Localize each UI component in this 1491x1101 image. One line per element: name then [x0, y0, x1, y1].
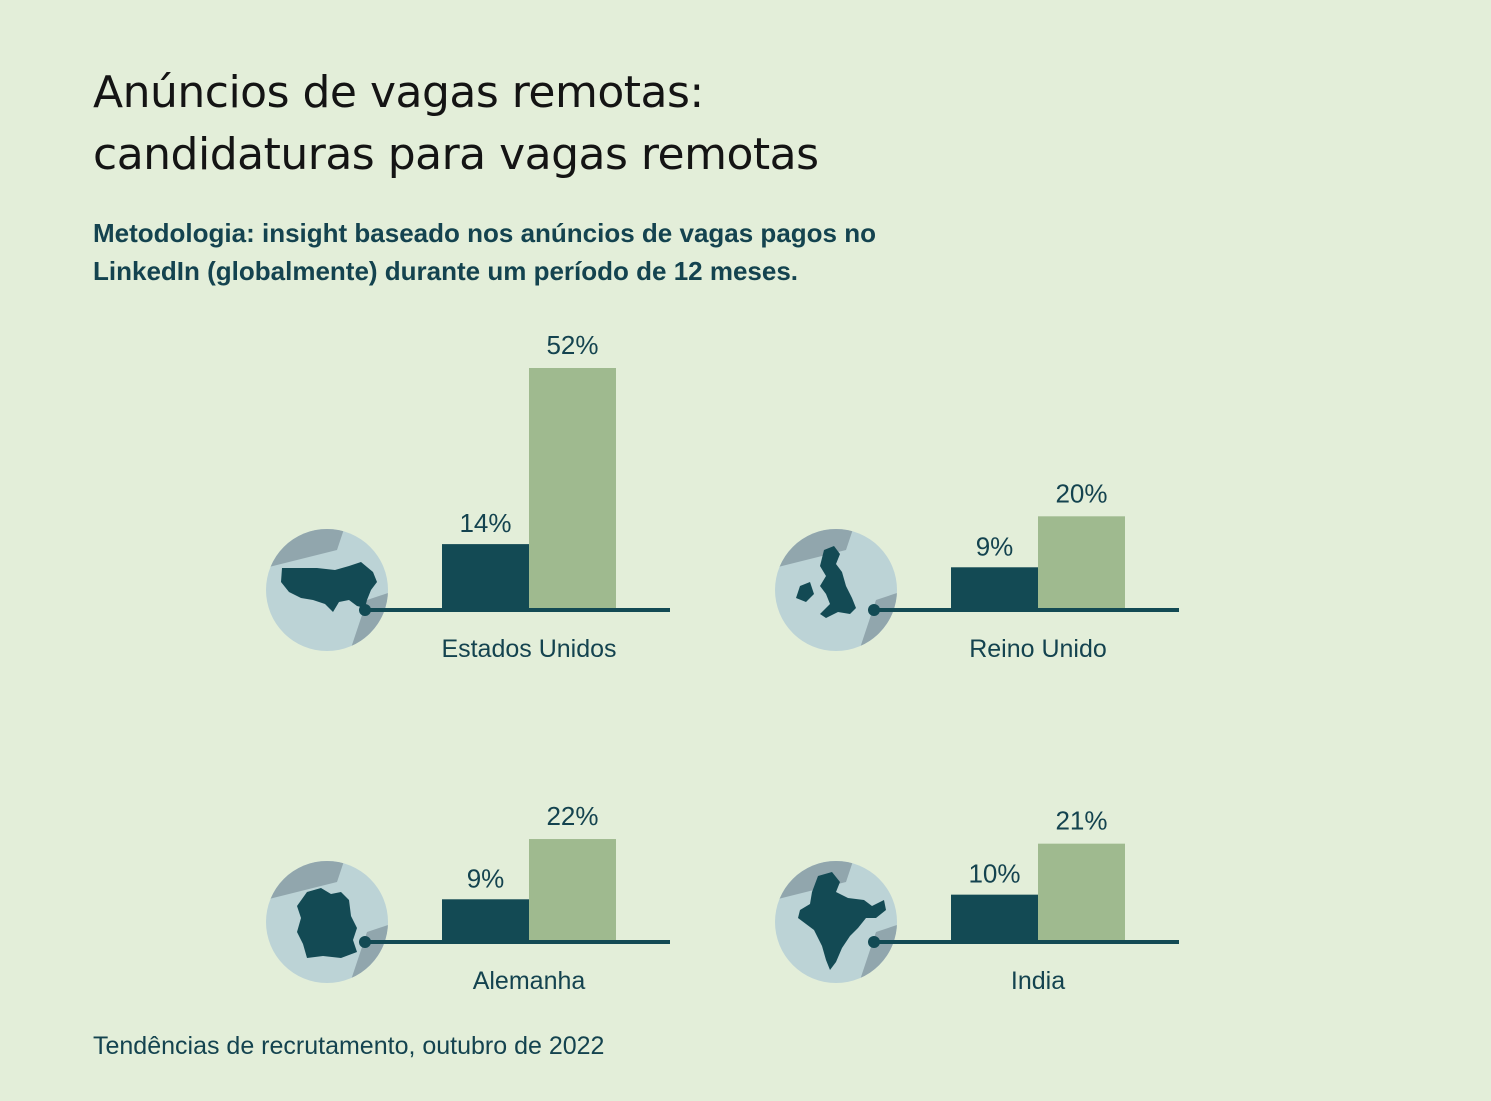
baseline-dot	[359, 936, 371, 948]
value-label: 10%	[968, 859, 1020, 889]
value-label: 9%	[976, 531, 1014, 561]
bar-remote-job-postings	[442, 899, 529, 941]
baseline-dot	[868, 604, 880, 616]
value-label: 14%	[459, 508, 511, 538]
category-label: Reino Unido	[969, 635, 1107, 663]
bar-remote-job-postings	[442, 544, 529, 609]
globe-uk-icon	[775, 529, 897, 651]
bar-remote-job-postings	[951, 567, 1038, 609]
category-label: India	[1011, 967, 1065, 995]
methodology-line-1: Metodologia: insight baseado nos anúncio…	[93, 218, 876, 248]
category-label: Alemanha	[473, 967, 586, 995]
page-title: Anúncios de vagas remotas: candidaturas …	[93, 62, 819, 186]
value-label: 22%	[546, 801, 598, 831]
bar-remote-applications	[529, 839, 616, 941]
value-label: 52%	[546, 330, 598, 360]
globe-germany-icon	[266, 861, 388, 983]
value-label: 9%	[467, 863, 505, 893]
country-silhouette	[796, 546, 856, 618]
bar-remote-job-postings	[951, 894, 1038, 941]
baseline-dot	[868, 936, 880, 948]
footer-source: Tendências de recrutamento, outubro de 2…	[93, 1032, 605, 1060]
methodology-note: Metodologia: insight baseado nos anúncio…	[93, 214, 876, 290]
bar-remote-applications	[529, 368, 616, 609]
globe-india-icon	[775, 861, 897, 983]
chart-panel: 9% 20% Reino Unido	[775, 478, 1179, 663]
chart-panel: 9% 22% Alemanha	[266, 801, 670, 995]
methodology-line-2: LinkedIn (globalmente) durante um períod…	[93, 256, 799, 286]
title-line-1: Anúncios de vagas remotas:	[93, 67, 704, 118]
title-line-2: candidaturas para vagas remotas	[93, 129, 819, 180]
chart-panel: 14% 52% Estados Unidos	[266, 330, 670, 663]
country-silhouette	[297, 888, 357, 958]
chart-panel: 10% 21% India	[775, 806, 1179, 995]
globe-usa-icon	[266, 529, 388, 651]
value-label: 20%	[1055, 478, 1107, 508]
baseline-dot	[359, 604, 371, 616]
country-silhouette	[798, 872, 886, 970]
category-label: Estados Unidos	[441, 635, 616, 663]
value-label: 21%	[1055, 806, 1107, 836]
bar-remote-applications	[1038, 516, 1125, 609]
country-silhouette	[281, 562, 377, 612]
bar-remote-applications	[1038, 843, 1125, 941]
